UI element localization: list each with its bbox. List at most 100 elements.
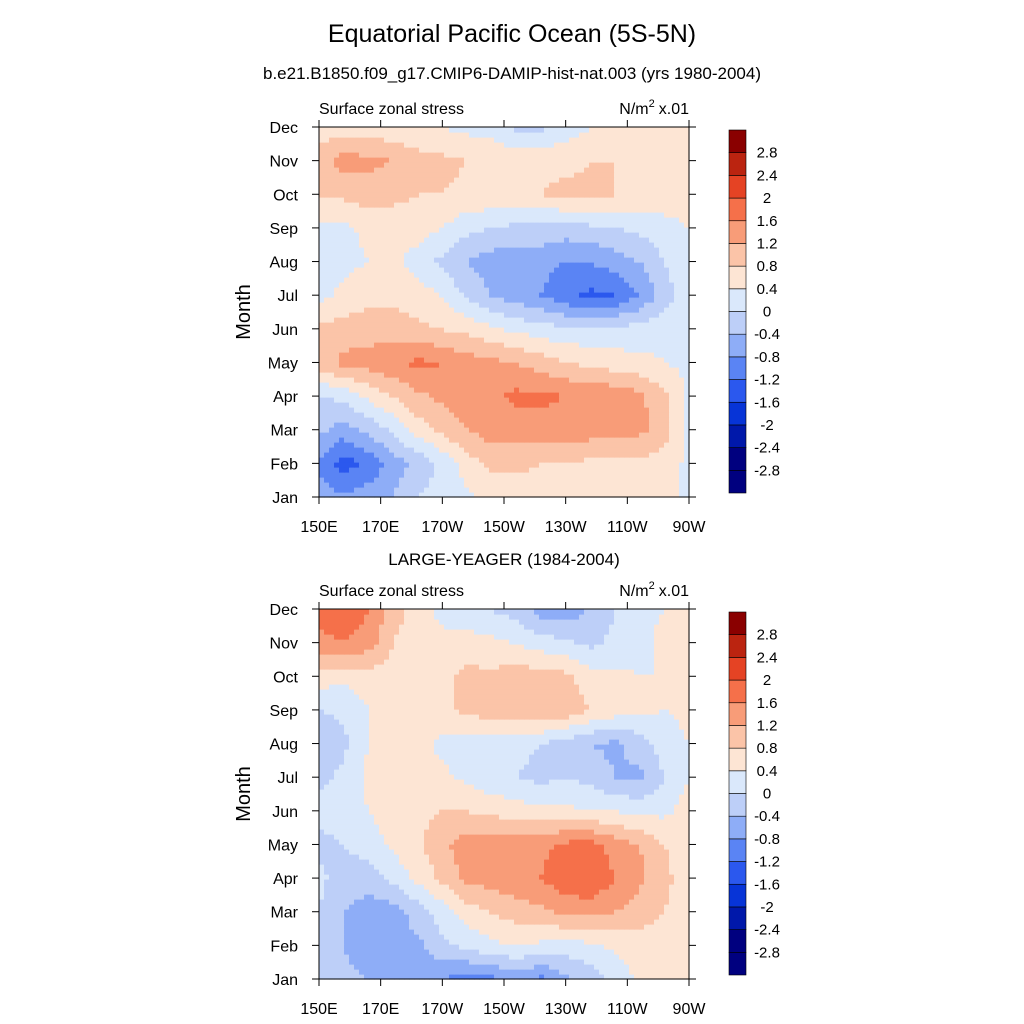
contour-cell bbox=[474, 277, 480, 283]
contour-cell bbox=[564, 467, 570, 473]
contour-cell bbox=[624, 382, 630, 388]
contour-cell bbox=[464, 347, 470, 353]
contour-cell bbox=[324, 382, 330, 388]
contour-cell bbox=[494, 267, 500, 273]
contour-cell bbox=[549, 182, 555, 188]
contour-cell bbox=[389, 202, 395, 208]
contour-cell bbox=[379, 447, 385, 453]
contour-cell bbox=[614, 287, 620, 293]
contour-cell bbox=[489, 472, 495, 478]
contour-cell bbox=[484, 287, 490, 293]
contour-cell bbox=[679, 357, 685, 363]
contour-cell bbox=[439, 452, 445, 458]
contour-cell bbox=[514, 467, 520, 473]
contour-cell bbox=[559, 217, 565, 223]
contour-cell bbox=[614, 392, 620, 398]
contour-cell bbox=[574, 402, 580, 408]
contour-cell bbox=[574, 232, 580, 238]
contour-cell bbox=[654, 407, 660, 413]
contour-cell bbox=[599, 182, 605, 188]
contour-cell bbox=[664, 362, 670, 368]
contour-cell bbox=[449, 277, 455, 283]
contour-cell bbox=[639, 177, 645, 183]
contour-cell bbox=[329, 442, 335, 448]
contour-cell bbox=[484, 282, 490, 288]
contour-cell bbox=[494, 207, 500, 213]
contour-cell bbox=[544, 397, 550, 403]
contour-cell bbox=[474, 427, 480, 433]
contour-cell bbox=[609, 382, 615, 388]
contour-cell bbox=[339, 477, 345, 483]
contour-cell bbox=[434, 232, 440, 238]
contour-cell bbox=[629, 277, 635, 283]
contour-cell bbox=[344, 227, 350, 233]
contour-cell bbox=[419, 332, 425, 338]
contour-cell bbox=[524, 327, 530, 333]
contour-cell bbox=[504, 247, 510, 253]
contour-cell bbox=[359, 172, 365, 178]
contour-cell bbox=[664, 282, 670, 288]
contour-cell bbox=[364, 227, 370, 233]
contour-cell bbox=[649, 172, 655, 178]
contour-cell bbox=[369, 227, 375, 233]
contour-cell bbox=[644, 257, 650, 263]
contour-cell bbox=[649, 487, 655, 493]
contour-cell bbox=[684, 452, 690, 458]
contour-cell bbox=[499, 237, 505, 243]
contour-cell bbox=[444, 207, 450, 213]
contour-cell bbox=[494, 472, 500, 478]
contour-cell bbox=[479, 327, 485, 333]
contour-cell bbox=[629, 397, 635, 403]
contour-cell bbox=[474, 337, 480, 343]
contour-cell bbox=[654, 247, 660, 253]
contour-cell bbox=[369, 482, 375, 488]
contour-cell bbox=[414, 177, 420, 183]
contour-cell bbox=[469, 297, 475, 303]
contour-cell bbox=[329, 437, 335, 443]
contour-cell bbox=[334, 322, 340, 328]
contour-cell bbox=[554, 482, 560, 488]
contour-cell bbox=[609, 262, 615, 268]
contour-cell bbox=[579, 292, 585, 298]
contour-cell bbox=[569, 272, 575, 278]
contour-cell bbox=[529, 187, 535, 193]
contour-cell bbox=[414, 282, 420, 288]
contour-cell bbox=[419, 322, 425, 328]
contour-cell bbox=[439, 332, 445, 338]
contour-cell bbox=[474, 312, 480, 318]
contour-cell bbox=[469, 412, 475, 418]
contour-cell bbox=[669, 307, 675, 313]
contour-cell bbox=[349, 447, 355, 453]
contour-cell bbox=[599, 487, 605, 493]
contour-cell bbox=[409, 307, 415, 313]
contour-cell bbox=[579, 237, 585, 243]
contour-cell bbox=[349, 327, 355, 333]
contour-cell bbox=[329, 382, 335, 388]
contour-cell bbox=[509, 487, 515, 493]
contour-cell bbox=[324, 187, 330, 193]
contour-cell bbox=[404, 297, 410, 303]
contour-cell bbox=[419, 437, 425, 443]
contour-cell bbox=[614, 447, 620, 453]
contour-cell bbox=[494, 237, 500, 243]
contour-cell bbox=[529, 377, 535, 383]
contour-cell bbox=[549, 192, 555, 198]
contour-cell bbox=[339, 332, 345, 338]
contour-cell bbox=[469, 457, 475, 463]
contour-cell bbox=[579, 257, 585, 263]
contour-cell bbox=[669, 212, 675, 218]
contour-cell bbox=[664, 252, 670, 258]
contour-cell bbox=[654, 242, 660, 248]
contour-cell bbox=[609, 437, 615, 443]
contour-cell bbox=[659, 302, 665, 308]
contour-cell bbox=[504, 447, 510, 453]
contour-cell bbox=[604, 207, 610, 213]
contour-cell bbox=[439, 167, 445, 173]
contour-cell bbox=[624, 447, 630, 453]
contour-cell bbox=[494, 252, 500, 258]
contour-cell bbox=[384, 172, 390, 178]
contour-cell bbox=[364, 287, 370, 293]
contour-cell bbox=[554, 332, 560, 338]
contour-cell bbox=[419, 472, 425, 478]
contour-cell bbox=[334, 472, 340, 478]
